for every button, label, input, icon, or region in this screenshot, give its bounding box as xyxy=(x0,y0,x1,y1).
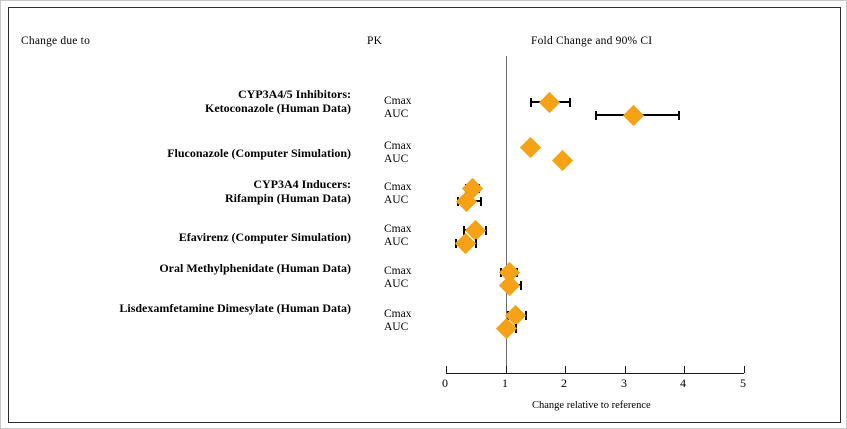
x-axis-title: Change relative to reference xyxy=(532,400,651,411)
column-header-fold-change: Fold Change and 90% CI xyxy=(531,35,653,47)
figure-inner-border xyxy=(8,7,841,423)
column-header-change-due-to: Change due to xyxy=(21,35,91,47)
column-header-pk: PK xyxy=(367,35,383,47)
